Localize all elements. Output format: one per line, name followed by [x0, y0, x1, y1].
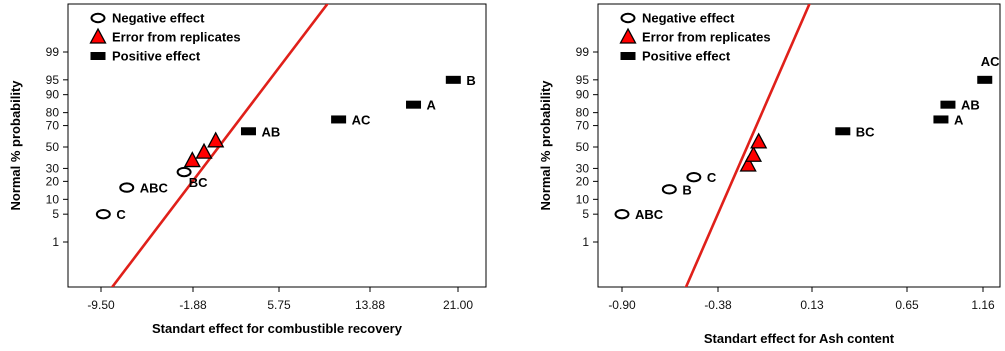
- x-tick-label: 21.00: [443, 298, 473, 312]
- y-tick-label: 20: [576, 174, 590, 188]
- point-label: B: [466, 73, 475, 88]
- marker-error-replicate: [183, 151, 201, 168]
- y-tick-label: 50: [46, 140, 60, 154]
- marker-negative-effect: [176, 166, 192, 178]
- point-label: AC: [352, 112, 371, 127]
- marker-positive-effect: [933, 115, 949, 124]
- marker-negative-effect: [686, 171, 702, 183]
- point-label: C: [116, 207, 126, 222]
- marker-positive-effect: [835, 127, 851, 136]
- y-tick-label: 10: [576, 192, 590, 206]
- y-tick-label: 1: [582, 235, 589, 249]
- y-tick-label: 70: [576, 119, 590, 133]
- series-triangle: [183, 131, 225, 168]
- normal-fit-line: [684, 4, 811, 287]
- y-tick-label: 20: [46, 174, 60, 188]
- marker-positive-effect: [406, 100, 422, 109]
- y-tick-label: 99: [46, 45, 60, 59]
- y-tick-label: 80: [576, 106, 590, 120]
- y-axis-title: Normal % probability: [538, 80, 553, 211]
- y-tick-label: 30: [46, 161, 60, 175]
- marker-error-replicate: [744, 145, 763, 162]
- series-ellipse-hollow: ABC B C: [614, 170, 717, 222]
- point-label: A: [954, 112, 964, 127]
- legend: Negative effect Error from replicates Posi…: [619, 11, 771, 64]
- x-tick-label: 0.65: [895, 298, 919, 312]
- y-tick-label: 90: [46, 88, 60, 102]
- plot-frame: [67, 3, 487, 288]
- marker-negative-effect: [620, 12, 636, 24]
- marker-negative-effect: [119, 182, 135, 193]
- marker-positive-effect: [445, 75, 461, 84]
- y-tick-label: 50: [576, 140, 590, 154]
- marker-negative-effect: [661, 184, 677, 195]
- marker-error-replicate: [619, 27, 637, 44]
- x-tick-label: -0.90: [608, 298, 636, 312]
- legend: Negative effect Error from replicates Posi…: [89, 11, 241, 64]
- x-tick-label: 1.16: [971, 298, 995, 312]
- legend-label: Error from replicates: [642, 30, 771, 45]
- legend-label: Negative effect: [642, 11, 735, 26]
- marker-error-replicate: [739, 155, 757, 172]
- marker-negative-effect: [90, 12, 106, 24]
- marker-positive-effect: [90, 52, 106, 60]
- marker-negative-effect: [614, 208, 630, 220]
- marker-negative-effect: [95, 208, 111, 220]
- point-label: BC: [189, 175, 208, 190]
- marker-error-replicate: [89, 27, 107, 44]
- point-label: AB: [261, 124, 280, 139]
- y-tick-label: 1: [52, 235, 59, 249]
- legend-label: Positive effect: [642, 49, 731, 64]
- y-tick-label: 95: [46, 73, 60, 87]
- y-tick-label: 30: [576, 161, 590, 175]
- normal-fit-line: [110, 4, 329, 287]
- y-tick-label: 99: [576, 45, 590, 59]
- x-axis-title: Standart effect for combustible recovery: [152, 321, 403, 336]
- marker-positive-effect: [620, 52, 636, 60]
- x-tick-label: -0.38: [704, 298, 732, 312]
- y-tick-label: 90: [576, 88, 590, 102]
- x-tick-label: 0.13: [800, 298, 824, 312]
- point-label: A: [427, 98, 437, 113]
- x-tick-label: 5.75: [267, 298, 291, 312]
- marker-error-replicate: [750, 132, 768, 149]
- point-label: ABC: [635, 207, 664, 222]
- point-label: AC: [981, 54, 1000, 69]
- point-label: B: [682, 182, 691, 197]
- series-rectangle: BC AAB AC: [835, 54, 1000, 139]
- point-label: AB: [961, 98, 980, 113]
- y-tick-label: 5: [52, 207, 59, 221]
- marker-positive-effect: [977, 75, 993, 84]
- x-axis-title: Standart effect for Ash content: [704, 331, 895, 346]
- y-tick-label: 70: [46, 119, 60, 133]
- point-label: BC: [856, 124, 875, 139]
- legend-label: Negative effect: [112, 11, 205, 26]
- series-ellipse-hollow: C ABC BC: [95, 166, 208, 222]
- x-tick-label: 13.88: [355, 298, 385, 312]
- y-tick-label: 80: [46, 106, 60, 120]
- marker-positive-effect: [940, 100, 956, 109]
- plot-frame: [597, 3, 1001, 288]
- series-triangle: [739, 132, 768, 172]
- x-tick-label: -9.50: [87, 298, 115, 312]
- y-tick-label: 10: [46, 192, 60, 206]
- marker-error-replicate: [207, 131, 225, 148]
- y-tick-label: 5: [582, 207, 589, 221]
- y-axis-title: Normal % probability: [8, 80, 23, 211]
- marker-positive-effect: [240, 127, 256, 136]
- marker-error-replicate: [195, 142, 213, 159]
- point-label: ABC: [140, 181, 169, 196]
- legend-label: Positive effect: [112, 49, 201, 64]
- marker-positive-effect: [331, 115, 347, 124]
- legend-label: Error from replicates: [112, 30, 241, 45]
- point-label: C: [707, 170, 717, 185]
- x-tick-label: -1.88: [179, 298, 207, 312]
- y-tick-label: 95: [576, 73, 590, 87]
